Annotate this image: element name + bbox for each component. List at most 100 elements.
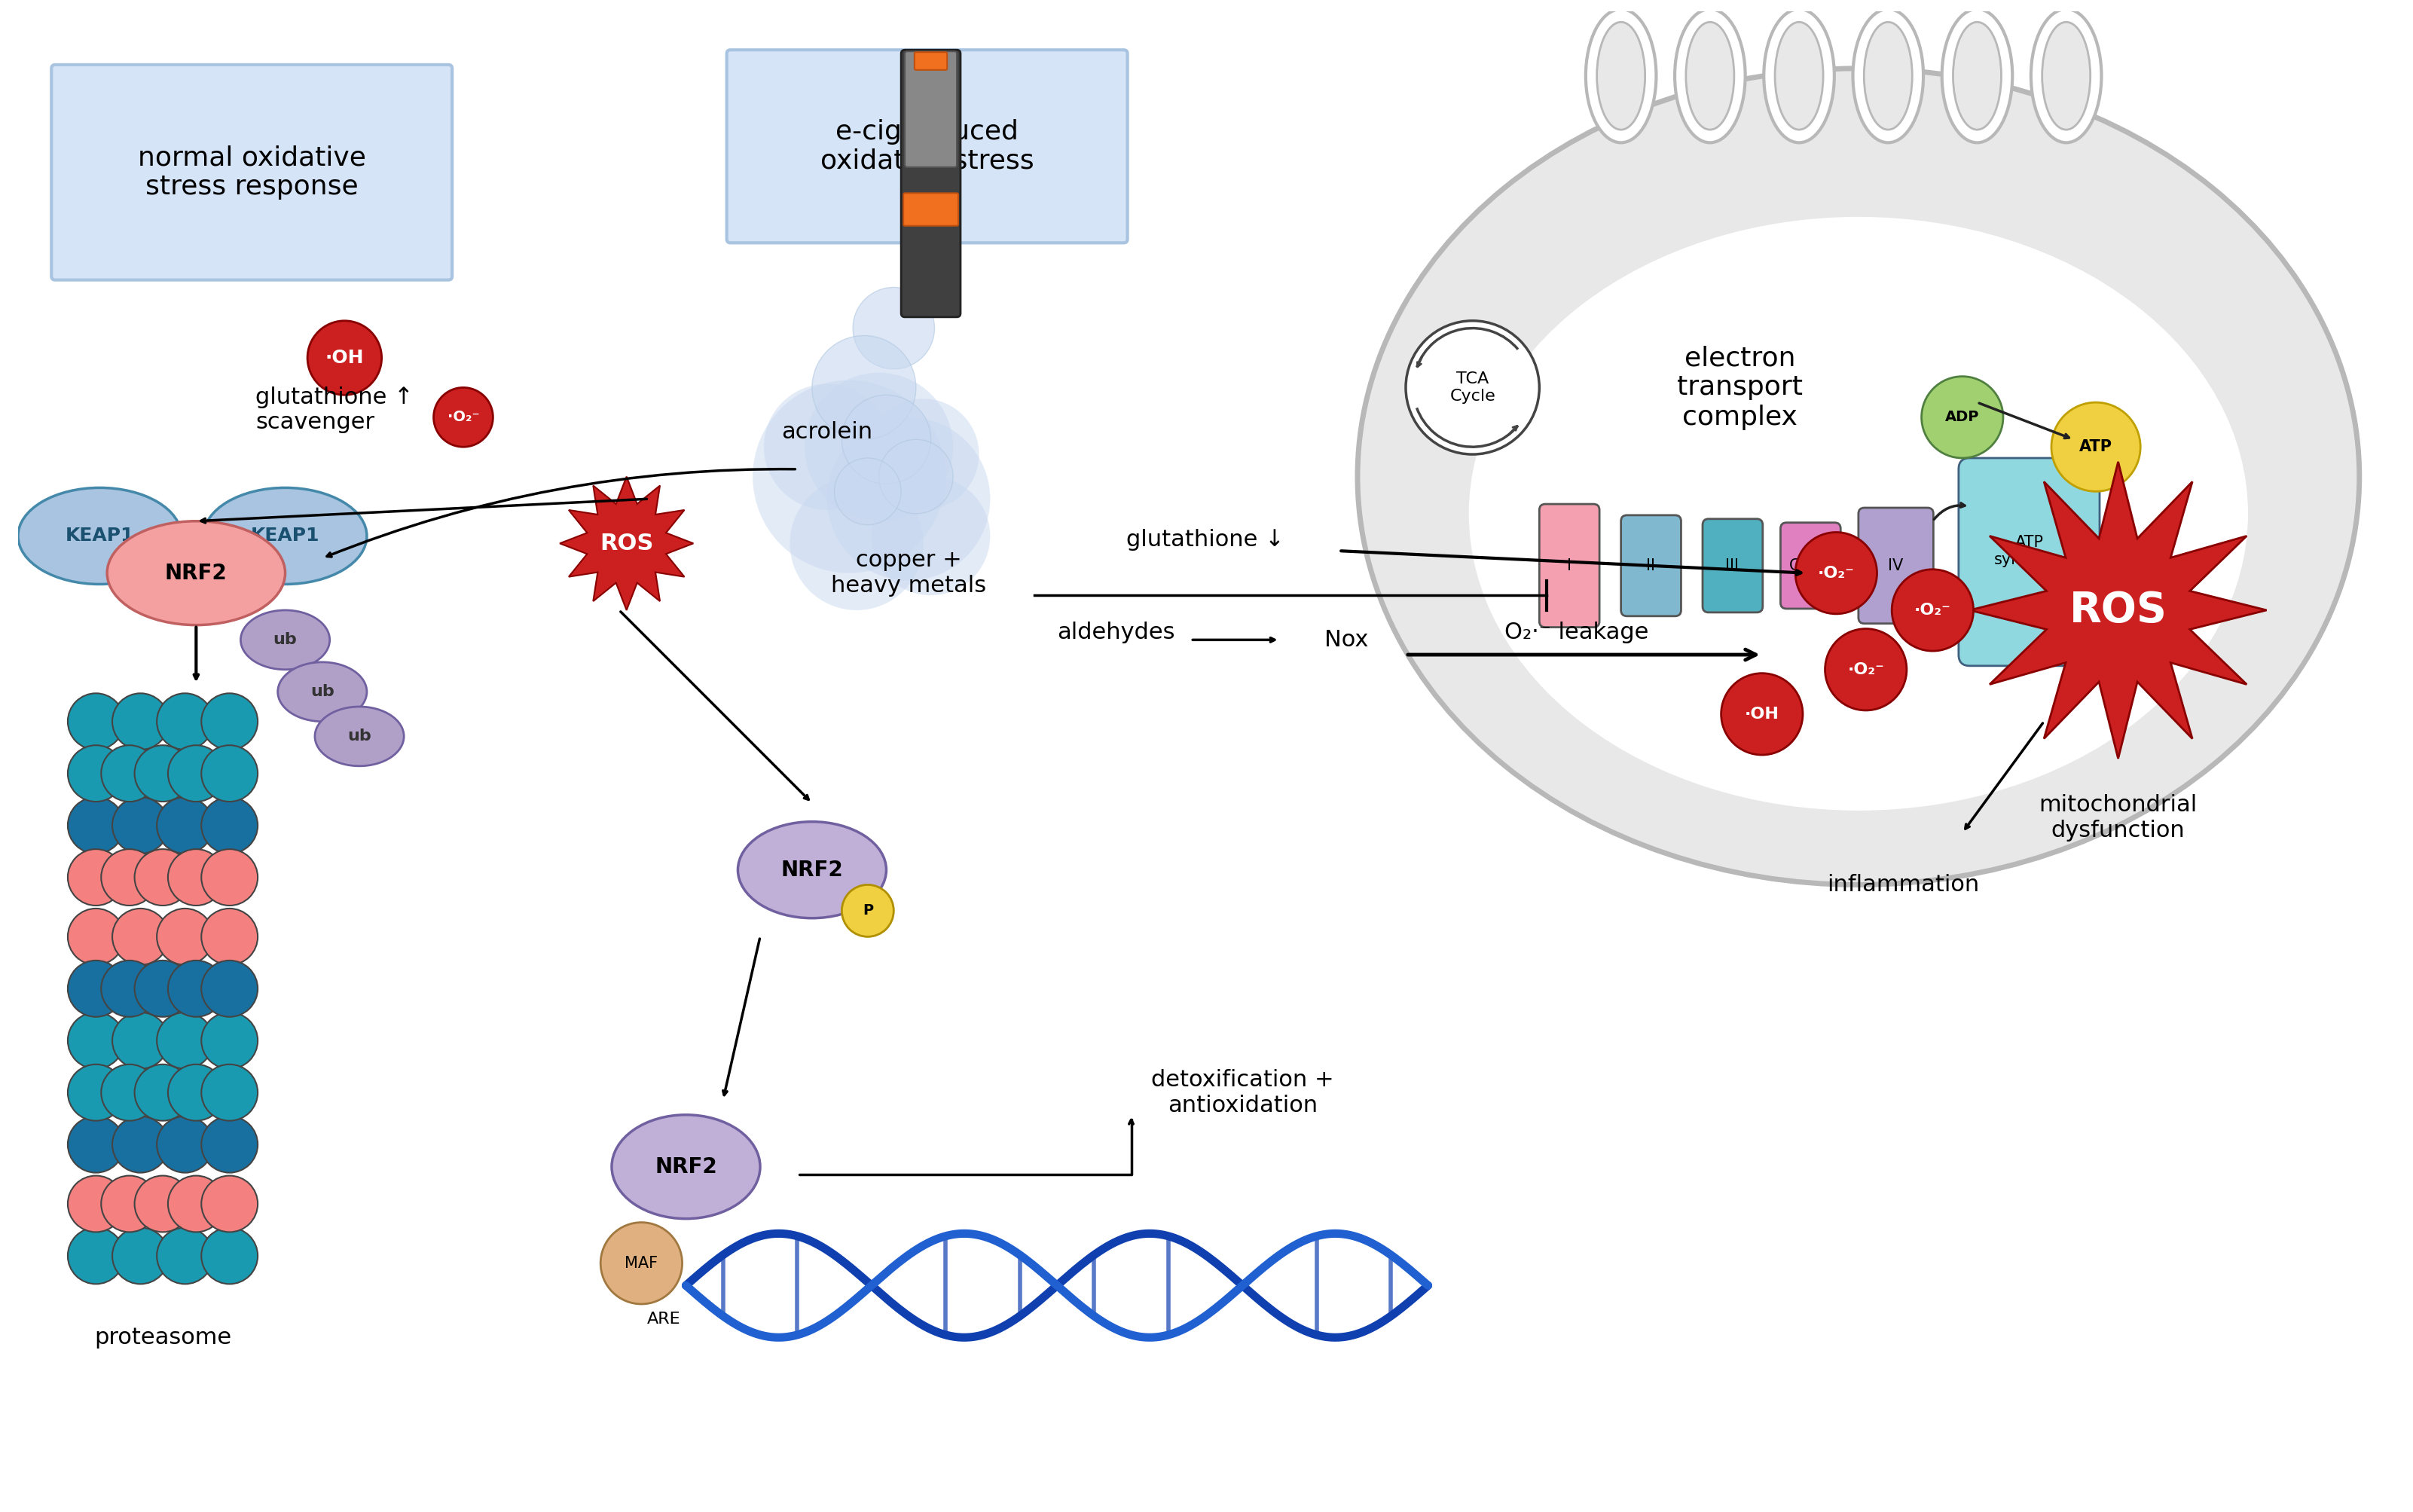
Circle shape <box>157 1013 212 1069</box>
Text: NRF2: NRF2 <box>782 859 842 880</box>
Circle shape <box>169 850 224 906</box>
Circle shape <box>101 745 157 801</box>
Circle shape <box>871 476 989 596</box>
Text: glutathione ↑
scavenger: glutathione ↑ scavenger <box>256 386 413 434</box>
FancyBboxPatch shape <box>1959 458 2099 665</box>
Text: Cyt C: Cyt C <box>1788 558 1831 573</box>
FancyBboxPatch shape <box>902 194 958 225</box>
FancyBboxPatch shape <box>1704 519 1764 612</box>
Circle shape <box>200 1064 258 1120</box>
Ellipse shape <box>241 611 331 670</box>
FancyBboxPatch shape <box>1858 508 1933 623</box>
Text: inflammation: inflammation <box>1827 874 1979 895</box>
Text: ·O₂⁻: ·O₂⁻ <box>1817 565 1856 581</box>
Circle shape <box>101 960 157 1018</box>
Circle shape <box>113 1013 169 1069</box>
Circle shape <box>157 909 212 965</box>
Ellipse shape <box>1675 9 1745 142</box>
Circle shape <box>842 885 893 937</box>
Text: ARE: ARE <box>647 1311 680 1326</box>
Circle shape <box>135 960 191 1018</box>
Circle shape <box>200 960 258 1018</box>
Circle shape <box>68 1064 123 1120</box>
Circle shape <box>200 1116 258 1173</box>
Polygon shape <box>1969 461 2266 759</box>
Circle shape <box>852 287 934 369</box>
Text: ·O₂⁻: ·O₂⁻ <box>1848 662 1885 677</box>
Circle shape <box>68 1176 123 1232</box>
Ellipse shape <box>17 488 181 584</box>
FancyBboxPatch shape <box>1622 516 1682 615</box>
Ellipse shape <box>203 488 367 584</box>
Text: II: II <box>1646 558 1655 573</box>
Circle shape <box>68 909 123 965</box>
Circle shape <box>135 1064 191 1120</box>
Ellipse shape <box>1942 9 2012 142</box>
Text: KEAP1: KEAP1 <box>65 526 135 544</box>
Circle shape <box>68 1013 123 1069</box>
Circle shape <box>113 1116 169 1173</box>
Circle shape <box>200 1176 258 1232</box>
Ellipse shape <box>1863 23 1911 130</box>
Ellipse shape <box>1952 23 2000 130</box>
Text: KEAP1: KEAP1 <box>251 526 319 544</box>
Circle shape <box>828 417 989 581</box>
Circle shape <box>306 321 381 395</box>
Circle shape <box>68 797 123 854</box>
Circle shape <box>753 380 946 573</box>
Ellipse shape <box>1776 23 1824 130</box>
Text: NRF2: NRF2 <box>164 562 227 584</box>
Circle shape <box>601 1222 683 1303</box>
Circle shape <box>113 797 169 854</box>
Text: ROS: ROS <box>601 532 654 555</box>
Ellipse shape <box>613 1114 760 1219</box>
Text: I: I <box>1566 558 1571 573</box>
Ellipse shape <box>1585 9 1655 142</box>
Ellipse shape <box>1764 9 1834 142</box>
Circle shape <box>135 745 191 801</box>
Text: aldehydes: aldehydes <box>1057 621 1175 644</box>
Circle shape <box>789 476 924 611</box>
Circle shape <box>157 694 212 750</box>
Circle shape <box>1824 629 1906 711</box>
FancyBboxPatch shape <box>905 51 958 168</box>
Circle shape <box>765 384 890 510</box>
Ellipse shape <box>2041 23 2090 130</box>
FancyBboxPatch shape <box>915 51 948 70</box>
Circle shape <box>1795 532 1877 614</box>
Circle shape <box>200 745 258 801</box>
Text: Nox: Nox <box>1325 629 1368 650</box>
Circle shape <box>68 960 123 1018</box>
Text: copper +
heavy metals: copper + heavy metals <box>830 549 987 597</box>
Circle shape <box>842 395 931 484</box>
FancyBboxPatch shape <box>1539 503 1600 627</box>
Ellipse shape <box>1687 23 1735 130</box>
Circle shape <box>200 1228 258 1284</box>
Circle shape <box>68 745 123 801</box>
Circle shape <box>169 1176 224 1232</box>
Circle shape <box>813 336 917 440</box>
Circle shape <box>101 1176 157 1232</box>
Circle shape <box>113 694 169 750</box>
Text: III: III <box>1725 558 1740 573</box>
Text: O₂·⁻ leakage: O₂·⁻ leakage <box>1503 621 1648 644</box>
Circle shape <box>1720 673 1803 754</box>
Circle shape <box>2051 402 2140 491</box>
Text: P: P <box>861 904 874 918</box>
Circle shape <box>804 372 953 522</box>
Ellipse shape <box>1470 216 2249 810</box>
Ellipse shape <box>738 821 886 918</box>
Circle shape <box>101 1064 157 1120</box>
Text: electron
transport
complex: electron transport complex <box>1677 345 1803 429</box>
FancyBboxPatch shape <box>51 65 451 280</box>
Ellipse shape <box>2032 9 2102 142</box>
Circle shape <box>169 745 224 801</box>
Text: IV: IV <box>1887 558 1904 573</box>
Text: mitochondrial
dysfunction: mitochondrial dysfunction <box>2039 794 2198 842</box>
Circle shape <box>878 440 953 514</box>
Text: e-cig induced
oxidative stress: e-cig induced oxidative stress <box>820 119 1033 174</box>
Ellipse shape <box>1853 9 1923 142</box>
Text: NRF2: NRF2 <box>654 1157 717 1178</box>
Circle shape <box>835 458 900 525</box>
Ellipse shape <box>1597 23 1646 130</box>
